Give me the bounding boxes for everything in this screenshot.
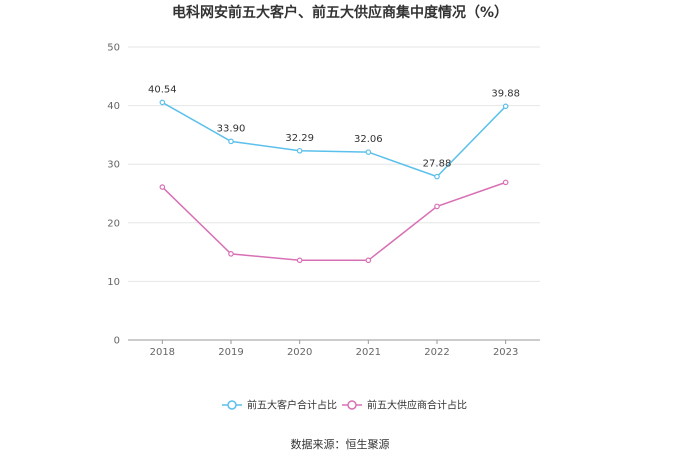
series-line-1 [161, 181, 506, 262]
data-point [434, 203, 440, 210]
x-tick-label: 2018 [150, 347, 175, 358]
data-point [502, 103, 509, 110]
legend-label-0: 前五大客户合计占比 [247, 399, 337, 412]
data-point [434, 173, 440, 180]
chart-title: 电科网安前五大客户、前五大供应商集中度情况（%） [172, 4, 508, 21]
data-label: 32.06 [354, 134, 383, 145]
x-tick-label: 2021 [356, 347, 381, 358]
gridlines [128, 46, 540, 282]
legend-label-1: 前五大供应商合计占比 [367, 399, 467, 412]
data-label: 33.90 [217, 123, 246, 134]
data-point [365, 149, 372, 155]
y-tick-label: 30 [107, 160, 120, 171]
data-point [502, 179, 509, 186]
data-point [228, 138, 234, 145]
series-group: 40.54 33.90 32.29 32.06 27.88 39.88 [148, 84, 520, 264]
y-tick-label: 10 [107, 277, 120, 288]
x-tick-label: 2020 [287, 347, 312, 358]
data-point [296, 257, 303, 264]
legend-marker-1 [347, 400, 357, 410]
y-axis: 0 10 20 30 40 50 [107, 43, 120, 347]
data-label: 32.29 [285, 133, 314, 144]
x-axis: 2018 2019 2020 2021 2022 2023 [150, 340, 518, 358]
data-point [228, 251, 234, 257]
data-label: 27.88 [423, 159, 452, 170]
x-tick-label: 2022 [424, 347, 449, 358]
y-tick-label: 40 [107, 101, 120, 112]
data-label: 39.88 [491, 88, 520, 99]
source-note: 数据来源：恒生聚源 [291, 437, 390, 451]
y-tick-label: 50 [107, 43, 120, 54]
series-line-0 [161, 101, 507, 178]
data-point [159, 184, 166, 190]
legend-marker-0 [227, 400, 237, 410]
x-tick-label: 2019 [218, 347, 243, 358]
data-point [296, 147, 303, 154]
data-point [159, 99, 166, 106]
legend: 前五大客户合计占比 前五大供应商合计占比 [222, 399, 467, 412]
data-label: 40.54 [148, 84, 177, 95]
y-tick-label: 20 [107, 218, 120, 229]
y-tick-label: 0 [114, 336, 120, 347]
x-tick-label: 2023 [493, 347, 518, 358]
data-point [365, 257, 372, 264]
